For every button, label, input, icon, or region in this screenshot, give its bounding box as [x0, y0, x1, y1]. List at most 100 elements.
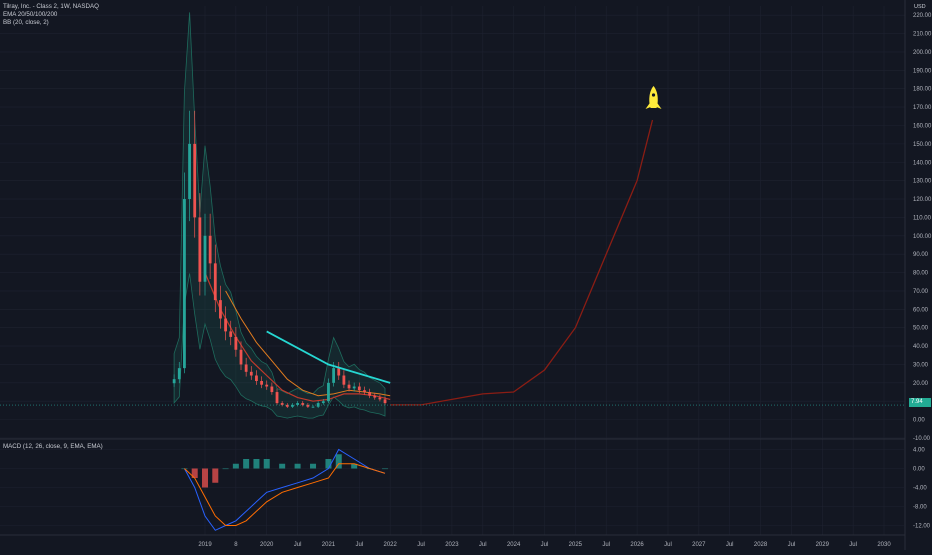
candle-body	[337, 368, 341, 376]
macd-histogram-bar	[382, 468, 389, 470]
candle-body	[342, 375, 346, 385]
x-tick-label: Jul	[355, 542, 363, 548]
x-tick-label: 2030	[877, 542, 891, 548]
x-tick-label: Jul	[479, 542, 487, 548]
x-tick-label: 2020	[260, 542, 274, 548]
macd-y-tick-label: -8.00	[913, 505, 927, 511]
macd-histogram-bar	[279, 463, 286, 469]
candle-body	[327, 382, 330, 402]
macd-y-tick-label: 4.00	[913, 448, 925, 454]
y-tick-label: 160.00	[913, 123, 932, 129]
x-tick-label: 2026	[630, 542, 644, 548]
candle-body	[363, 390, 366, 393]
candle-body	[229, 331, 233, 337]
y-tick-label: -10.00	[913, 436, 931, 442]
x-tick-label: Jul	[664, 542, 672, 548]
x-tick-label: 2023	[445, 542, 459, 548]
x-tick-label: 8	[234, 542, 238, 548]
macd-histogram-bar	[294, 463, 301, 469]
y-tick-label: 90.00	[913, 252, 929, 258]
candle-body	[332, 368, 335, 383]
candle-body	[239, 349, 243, 365]
symbol-title: Tilray, Inc. - Class 2, 1W, NASDAQ	[3, 3, 99, 10]
macd-histogram-bar	[243, 459, 250, 469]
x-tick-label: Jul	[417, 542, 425, 548]
y-tick-label: 20.00	[913, 381, 929, 387]
bb-indicator-label[interactable]: BB (20, close, 2)	[3, 19, 49, 26]
candle-body	[373, 395, 377, 398]
x-tick-label: 2027	[692, 542, 706, 548]
candle-body	[198, 217, 202, 282]
y-tick-label: 180.00	[913, 87, 932, 93]
macd-histogram-bar	[253, 459, 260, 469]
x-tick-label: 2019	[198, 542, 212, 548]
macd-histogram-bar	[310, 463, 317, 469]
candle-body	[213, 263, 217, 301]
candle-body	[368, 392, 372, 396]
macd-histogram-bar	[232, 463, 239, 469]
macd-histogram-bar	[222, 468, 229, 470]
macd-indicator-label[interactable]: MACD (12, 26, close, 9, EMA, EMA)	[3, 443, 103, 450]
macd-histogram-bar	[335, 454, 342, 469]
candle-body	[270, 386, 274, 393]
macd-y-tick-label: -12.00	[913, 524, 931, 530]
candle-body	[265, 384, 269, 387]
y-tick-label: 60.00	[913, 307, 929, 313]
candle-body	[177, 368, 181, 380]
rocket-icon	[645, 85, 662, 109]
candle-body	[296, 403, 299, 405]
y-tick-label: 140.00	[913, 160, 932, 166]
projection-curve	[390, 119, 654, 406]
signal-line	[184, 463, 386, 526]
candle-body	[357, 386, 361, 391]
y-tick-label: 210.00	[913, 32, 932, 38]
x-tick-label: Jul	[541, 542, 549, 548]
y-tick-label: 100.00	[913, 234, 932, 240]
x-tick-label: Jul	[602, 542, 610, 548]
candle-body	[183, 199, 186, 369]
candle-body	[285, 404, 289, 407]
candle-body	[352, 386, 356, 389]
x-tick-label: 2025	[569, 542, 583, 548]
macd-y-tick-label: 0.00	[913, 467, 925, 473]
macd-histogram-bar	[191, 468, 198, 478]
macd-histogram-bar	[325, 459, 332, 469]
macd-histogram-bar	[212, 468, 219, 483]
x-tick-label: Jul	[294, 542, 302, 548]
x-tick-label: 2028	[754, 542, 768, 548]
candle-body	[321, 401, 325, 404]
candle-body	[193, 143, 197, 218]
x-tick-label: 2022	[384, 542, 398, 548]
candle-body	[172, 379, 176, 384]
x-tick-label: 2021	[322, 542, 336, 548]
resistance-trendline	[266, 330, 391, 384]
candle-body	[219, 300, 222, 319]
candle-body	[234, 336, 238, 350]
candle-body	[188, 143, 191, 200]
candle-body	[280, 403, 284, 405]
y-tick-label: 40.00	[913, 344, 929, 350]
y-tick-label: 80.00	[913, 271, 929, 277]
ema-indicator-label[interactable]: EMA 20/50/100/200	[3, 11, 58, 18]
x-tick-label: Jul	[726, 542, 734, 548]
candle-body	[208, 235, 212, 264]
candle-body	[378, 397, 382, 400]
currency-label: USD	[914, 4, 926, 10]
x-tick-label: 2024	[507, 542, 521, 548]
y-tick-label: 70.00	[913, 289, 929, 295]
candle-body	[347, 384, 351, 389]
y-tick-label: 130.00	[913, 179, 932, 185]
current-price-tag: 7.94	[909, 398, 931, 407]
y-tick-label: 50.00	[913, 326, 929, 332]
candle-body	[203, 235, 207, 282]
candle-body	[260, 381, 263, 385]
y-tick-label: 170.00	[913, 105, 932, 111]
candle-body	[383, 399, 387, 404]
candle-body	[291, 404, 294, 407]
y-tick-label: 150.00	[913, 142, 932, 148]
candle-body	[311, 406, 315, 408]
candle-body	[249, 371, 253, 376]
y-tick-label: 220.00	[913, 13, 932, 19]
